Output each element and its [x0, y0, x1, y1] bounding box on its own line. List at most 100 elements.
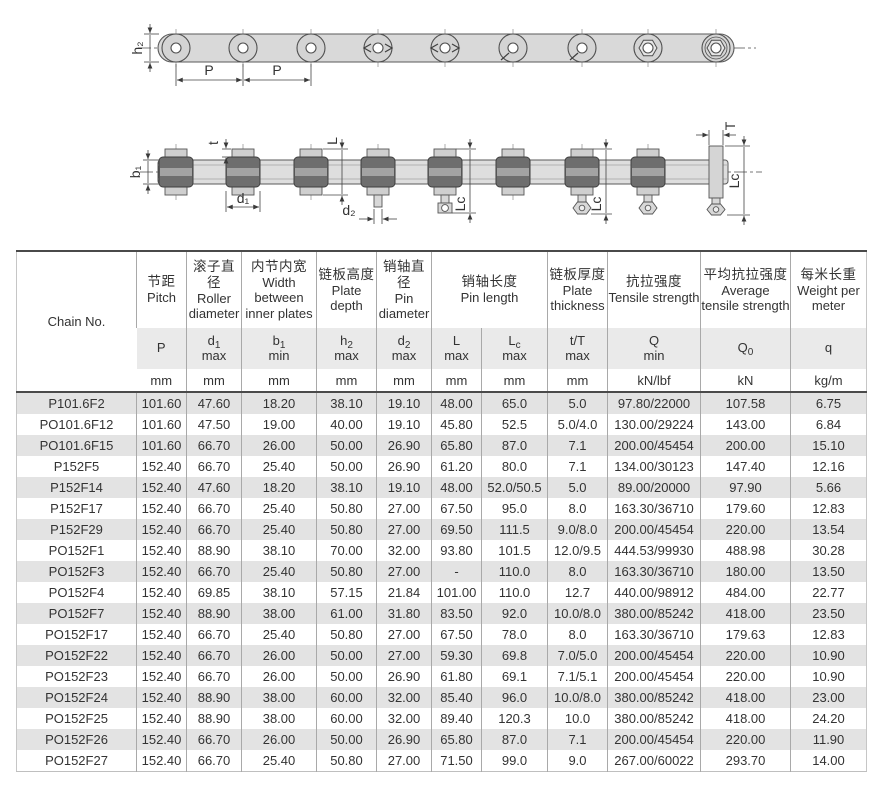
spec-cell: 97.90	[700, 477, 791, 498]
dim-Lc2	[591, 139, 612, 224]
chain-no-cell: PO152F23	[45, 669, 108, 684]
spec-cell: 50.80	[316, 750, 377, 772]
chain-plan-view: b₁ t d₁ L d₂	[127, 121, 762, 225]
table-row: P152F5 152.40 66.70 25.40 50.00 26.90 61.20 80.…	[17, 456, 867, 477]
spec-cell: 66.70	[186, 435, 242, 456]
spec-cell: 101.00	[431, 582, 482, 603]
spec-cell: 418.00	[700, 687, 791, 708]
symbol-qualifier: max	[502, 347, 527, 363]
column-unit: kN/lbf	[607, 369, 701, 392]
chain-no-cell: PO152F26	[16, 729, 137, 750]
spec-cell: 101.60	[136, 414, 187, 435]
dim-Lc3	[725, 136, 750, 225]
spec-cell: 18.20	[241, 392, 317, 414]
spec-cell: 12.7	[547, 582, 608, 603]
spec-cell: 92.0	[481, 603, 548, 624]
column-symbol: q	[790, 328, 867, 369]
spec-cell: 27.00	[376, 750, 432, 772]
spec-cell: 152.40	[136, 666, 187, 687]
spec-cell: 9.0/8.0	[547, 519, 608, 540]
chain-no-cell: P152F5	[53, 459, 100, 474]
column-unit: kN	[700, 369, 791, 392]
column-header-cn: 链板高度	[318, 266, 375, 282]
spec-cell: 93.80	[431, 540, 482, 561]
column-group-header: 链板高度 Plate depth	[316, 251, 377, 328]
spec-cell: 23.00	[790, 687, 867, 708]
dim-pitch	[175, 64, 312, 86]
spec-cell: 200.00/45454	[607, 729, 701, 750]
spec-cell: 111.5	[481, 519, 548, 540]
spec-cell: 38.10	[316, 392, 377, 414]
spec-cell: 66.70	[186, 666, 242, 687]
spec-cell: 484.00	[700, 582, 791, 603]
chain-no-cell: PO152F7	[16, 603, 137, 624]
symbol-sub: c	[515, 340, 521, 352]
spec-cell: 8.0	[547, 624, 608, 645]
spec-cell: 61.00	[316, 603, 377, 624]
spec-cell: 69.50	[431, 519, 482, 540]
dim-label-d2: d₂	[342, 202, 355, 218]
chain-no-cell: PO152F4	[48, 585, 105, 600]
spec-cell: 66.70	[186, 561, 242, 582]
dim-label-Lc1: Lc	[452, 197, 468, 212]
spec-cell: 50.00	[316, 666, 377, 687]
spec-cell: 66.70	[186, 729, 242, 750]
spec-cell: 88.90	[186, 708, 242, 729]
table-row: PO152F4 152.40 69.85 38.10 57.15 21.84 101.00 1…	[17, 582, 867, 603]
spec-cell: 38.10	[316, 477, 377, 498]
spec-cell: 6.84	[790, 414, 867, 435]
spec-cell: 200.00/45454	[607, 666, 701, 687]
spec-cell: 120.3	[481, 708, 548, 729]
spec-cell: 12.0/9.5	[547, 540, 608, 561]
column-header-en: Average tensile strength	[701, 282, 790, 313]
spec-cell: 7.1	[547, 729, 608, 750]
symbol-qualifier: max	[201, 347, 227, 363]
spec-cell: 26.00	[241, 729, 317, 750]
spec-cell: 95.0	[481, 498, 548, 519]
spec-cell: 220.00	[700, 645, 791, 666]
spec-cell: 5.0	[547, 392, 608, 414]
spec-cell: 152.40	[136, 750, 187, 772]
column-group-header: 销轴长度 Pin length	[431, 251, 548, 328]
chain-no-cell: P152F17	[50, 501, 103, 516]
spec-cell: 66.70	[186, 645, 242, 666]
column-unit: mm	[150, 372, 173, 388]
spec-cell: 293.70	[700, 750, 791, 772]
spec-cell: 69.1	[481, 666, 548, 687]
spec-cell: 60.00	[316, 708, 377, 729]
spec-cell: 88.90	[186, 603, 242, 624]
symbol-base: P	[156, 340, 166, 356]
spec-cell: 7.1	[547, 435, 608, 456]
chain-no-cell: P101.6F2	[16, 392, 137, 414]
dim-label-L: L	[324, 137, 340, 145]
spec-cell: 418.00	[700, 603, 791, 624]
spec-cell: 25.40	[241, 498, 317, 519]
column-symbol: Q0	[700, 328, 791, 369]
column-group-header: 平均抗拉强度 Average tensile strength	[700, 251, 791, 328]
spec-cell: 163.30/36710	[607, 624, 701, 645]
spec-cell: 80.0	[481, 456, 548, 477]
spec-cell: 11.90	[790, 729, 867, 750]
column-unit: mm	[376, 369, 432, 392]
column-group-header: 节距 Pitch	[136, 251, 187, 328]
column-symbol: d1 max	[186, 328, 242, 369]
spec-cell: 440.00/98912	[607, 582, 701, 603]
spec-cell: 65.0	[481, 392, 548, 414]
spec-cell: 180.00	[700, 561, 791, 582]
spec-cell: 26.00	[241, 645, 317, 666]
column-unit: mm	[241, 369, 317, 392]
table-row: PO152F22 152.40 66.70 26.00 50.00 27.00 59.30 6…	[16, 645, 867, 666]
spec-cell: 380.00/85242	[607, 708, 701, 729]
symbol-base: d	[207, 333, 215, 349]
table-row: PO152F25 152.40 88.90 38.00 60.00 32.00 89.40 1…	[17, 708, 867, 729]
column-group-header: 抗拉强度 Tensile strength	[607, 251, 701, 328]
dim-Lc1	[452, 139, 476, 223]
pin-holes	[170, 42, 722, 54]
spec-cell: 25.40	[241, 456, 317, 477]
spec-cell: 163.30/36710	[607, 498, 701, 519]
symbol-sub: 2	[347, 340, 353, 352]
spec-cell: 19.10	[376, 414, 432, 435]
symbol-sub: 0	[747, 347, 754, 359]
spec-cell: 25.40	[241, 561, 317, 582]
column-header-cn: 滚子直径	[193, 258, 235, 290]
